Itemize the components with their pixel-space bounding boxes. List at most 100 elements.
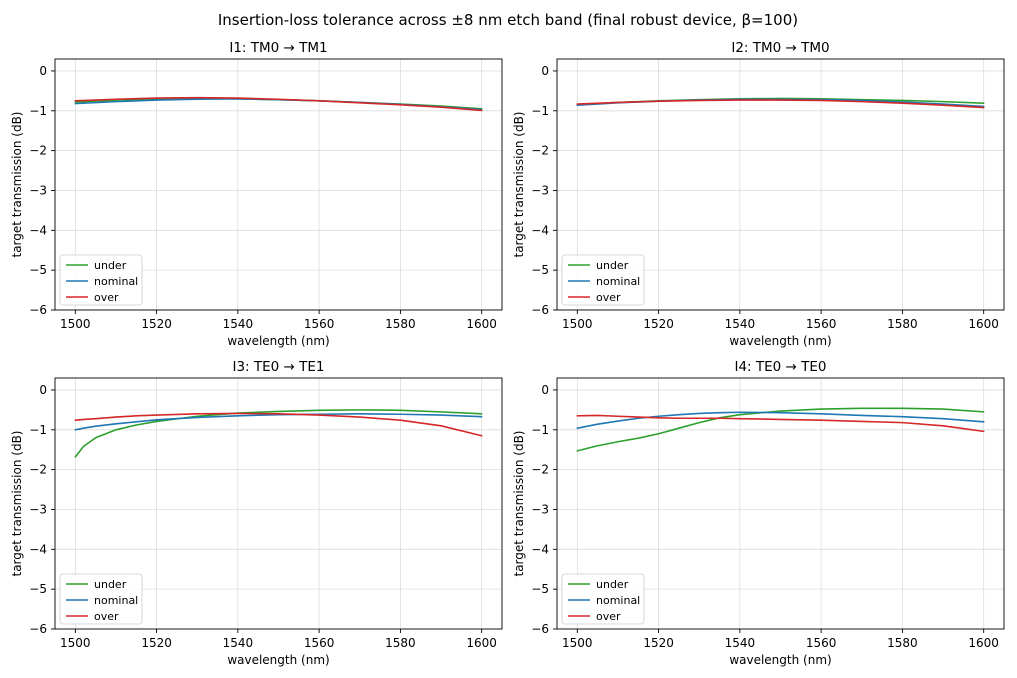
panel-1-xtick-label: 1560 (304, 317, 335, 331)
panel-2-ylabel: target transmission (dB) (512, 112, 526, 258)
panel-3-ytick-label: 0 (39, 383, 47, 397)
panel-3: 1500 1520 1540 1560 1580 1600 0 −1 −2 −3 −4 −5 −6 I3:… (10, 359, 503, 667)
panel-3-xtick-label: 1520 (141, 636, 172, 650)
panel-4-legend: under nominal over (561, 573, 645, 625)
panel-1-xtick-label: 1540 (223, 317, 254, 331)
panel-4-ytick-label: −4 (531, 542, 549, 556)
panel-2-xlabel: wavelength (nm) (729, 334, 831, 348)
panel-2-ytick-label: −4 (531, 223, 549, 237)
panel-4-ytick-label: 0 (541, 383, 549, 397)
panel-4-xtick-label: 1500 (562, 636, 593, 650)
panel-4-ytick-label: −6 (531, 622, 549, 636)
panel-2-xtick-label: 1600 (968, 317, 999, 331)
panel-1-ytick-label: −6 (29, 303, 47, 317)
panel-3-legend-label-under: under (94, 578, 127, 591)
panel-2-xtick-label: 1560 (806, 317, 837, 331)
panel-3-legend: under nominal over (59, 573, 143, 625)
panel-3-xlabel: wavelength (nm) (227, 653, 329, 667)
panel-4-ytick-label: −5 (531, 582, 549, 596)
panel-3-ytick-label: −2 (29, 463, 47, 477)
panel-1-ytick-label: 0 (39, 64, 47, 78)
panel-3-ytick-label: −4 (29, 542, 47, 556)
panel-3-xtick-label: 1600 (466, 636, 497, 650)
panel-3-xtick-label: 1500 (60, 636, 91, 650)
panel-1-legend-box (59, 254, 143, 306)
panel-3-title: I3: TE0 → TE1 (232, 359, 324, 375)
panel-4-legend-box (561, 573, 645, 625)
panel-1-legend: under nominal over (59, 254, 143, 306)
panel-2-legend: under nominal over (561, 254, 645, 306)
panel-2-xtick-label: 1500 (562, 317, 593, 331)
panel-4-legend-label-over: over (596, 610, 621, 623)
panel-1-xlabel: wavelength (nm) (227, 334, 329, 348)
panel-2-legend-label-over: over (596, 291, 621, 304)
panel-3-series-over-line (74, 412, 483, 437)
panel-2-ytick-label: −2 (531, 144, 549, 158)
panel-1-ytick-label: −1 (29, 104, 47, 118)
panel-1-legend-label-nominal: nominal (94, 275, 138, 288)
panel-4-ylabel: target transmission (dB) (512, 431, 526, 577)
panel-4-xtick-label: 1560 (806, 636, 837, 650)
panel-2-title: I2: TM0 → TM0 (731, 40, 829, 56)
panel-2-ytick-label: −5 (531, 263, 549, 277)
panel-4-xlabel: wavelength (nm) (729, 653, 831, 667)
panel-3-ytick-label: −6 (29, 622, 47, 636)
panel-3-ytick-label: −3 (29, 502, 47, 516)
panel-3-series-nominal-line (74, 413, 483, 431)
panel-1-ytick-label: −5 (29, 263, 47, 277)
panel-4: 1500 1520 1540 1560 1580 1600 0 −1 −2 −3 −4 −5 −6 I4:… (512, 359, 1005, 667)
panel-4-axes-frame (556, 377, 1005, 630)
panel-4-ytick-label: −3 (531, 502, 549, 516)
panel-2-legend-label-nominal: nominal (596, 275, 640, 288)
panel-1-ytick-label: −2 (29, 144, 47, 158)
panel-1-legend-label-under: under (94, 259, 127, 272)
panel-3-legend-box (59, 573, 143, 625)
panel-1-xtick-label: 1520 (141, 317, 172, 331)
panel-4-xtick-label: 1580 (887, 636, 918, 650)
panel-4-ytick-label: −1 (531, 423, 549, 437)
panel-1-xtick-label: 1500 (60, 317, 91, 331)
panel-4-legend-label-under: under (596, 578, 629, 591)
panel-1-ytick-label: −3 (29, 183, 47, 197)
panel-3-ylabel: target transmission (dB) (10, 431, 24, 577)
panel-4-legend-label-nominal: nominal (596, 594, 640, 607)
panel-1-axes-frame (54, 58, 503, 311)
panel-1-xtick-label: 1580 (385, 317, 416, 331)
panel-4-xtick-label: 1540 (725, 636, 756, 650)
panel-3-ytick-label: −5 (29, 582, 47, 596)
panel-1-xtick-label: 1600 (466, 317, 497, 331)
panel-3-xtick-label: 1580 (385, 636, 416, 650)
panel-2-xtick-label: 1520 (643, 317, 674, 331)
panel-2-legend-label-under: under (596, 259, 629, 272)
panel-4-xtick-label: 1520 (643, 636, 674, 650)
panel-2-ytick-label: −6 (531, 303, 549, 317)
panel-4-series-over-line (576, 414, 985, 433)
panel-3-ytick-label: −1 (29, 423, 47, 437)
panel-2-ytick-label: −1 (531, 104, 549, 118)
subplot-grid: 1500 1520 1540 1560 1580 1600 0 −1 −2 −3 −4 −5 −6 I1:… (10, 40, 1005, 667)
panel-4-ytick-label: −2 (531, 463, 549, 477)
panel-3-legend-label-nominal: nominal (94, 594, 138, 607)
panel-2-ytick-label: −3 (531, 183, 549, 197)
panel-1-series-over-line (74, 96, 483, 112)
panel-1: 1500 1520 1540 1560 1580 1600 0 −1 −2 −3 −4 −5 −6 I1:… (10, 40, 503, 348)
panel-2-series-over-line (576, 99, 985, 109)
panel-2: 1500 1520 1540 1560 1580 1600 0 −1 −2 −3 −4 −5 −6 I2:… (512, 40, 1005, 348)
panel-4-title: I4: TE0 → TE0 (734, 359, 826, 375)
panel-2-legend-box (561, 254, 645, 306)
panel-3-legend-label-over: over (94, 610, 119, 623)
panel-2-axes-frame (556, 58, 1005, 311)
panel-1-legend-label-over: over (94, 291, 119, 304)
panel-1-ylabel: target transmission (dB) (10, 112, 24, 258)
figure-title: Insertion-loss tolerance across ±8 nm et… (218, 11, 798, 29)
panel-3-xtick-label: 1540 (223, 636, 254, 650)
panel-2-xtick-label: 1580 (887, 317, 918, 331)
panel-3-axes-frame (54, 377, 503, 630)
panel-1-ytick-label: −4 (29, 223, 47, 237)
panel-4-series-nominal-line (576, 411, 985, 429)
panel-2-xtick-label: 1540 (725, 317, 756, 331)
panel-3-xtick-label: 1560 (304, 636, 335, 650)
panel-3-series-under-line (74, 409, 483, 458)
panel-4-xtick-label: 1600 (968, 636, 999, 650)
